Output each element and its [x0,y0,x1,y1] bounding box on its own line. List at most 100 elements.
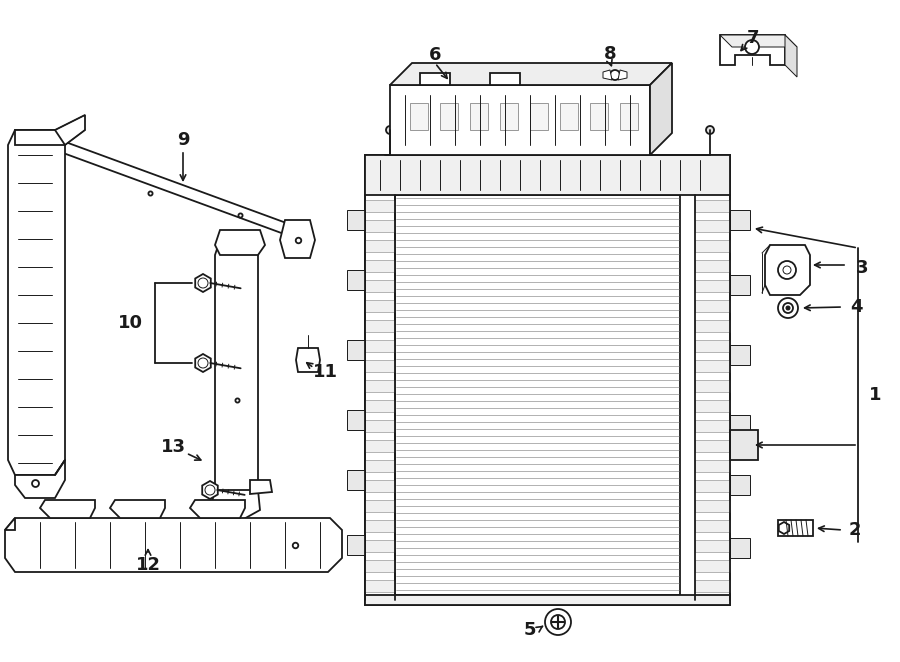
Text: 10: 10 [118,314,142,332]
Polygon shape [8,130,65,475]
Polygon shape [365,460,395,472]
Polygon shape [365,360,395,372]
Text: 4: 4 [850,298,862,316]
Polygon shape [190,500,245,518]
Polygon shape [590,103,608,130]
Polygon shape [55,140,300,238]
Polygon shape [695,440,730,452]
Polygon shape [730,538,750,558]
Polygon shape [785,35,797,77]
Polygon shape [365,400,395,412]
Polygon shape [365,440,395,452]
Text: 13: 13 [160,438,185,456]
Text: 12: 12 [136,556,160,574]
Polygon shape [365,300,395,312]
Polygon shape [280,220,315,258]
Polygon shape [347,340,365,360]
Text: 7: 7 [747,29,760,47]
Polygon shape [365,280,395,292]
Text: 2: 2 [849,521,861,539]
Polygon shape [440,103,458,130]
Polygon shape [695,220,730,232]
Polygon shape [390,63,672,85]
Polygon shape [695,340,730,352]
Polygon shape [765,245,810,295]
Polygon shape [695,240,730,252]
Polygon shape [695,480,730,492]
Polygon shape [195,274,211,292]
Polygon shape [210,490,260,520]
Circle shape [386,126,394,134]
Text: 1: 1 [868,386,881,404]
Polygon shape [365,155,730,195]
Polygon shape [347,270,365,290]
Polygon shape [778,520,813,536]
Polygon shape [195,354,211,372]
Polygon shape [202,481,218,499]
Polygon shape [695,500,730,512]
Polygon shape [730,275,750,295]
Polygon shape [365,220,395,232]
Polygon shape [5,518,15,530]
Polygon shape [365,380,395,392]
Polygon shape [695,300,730,312]
Polygon shape [365,520,395,532]
Polygon shape [365,595,730,605]
Polygon shape [730,430,758,460]
Polygon shape [620,103,638,130]
Polygon shape [390,85,650,155]
Polygon shape [420,73,450,85]
Circle shape [783,266,791,274]
Polygon shape [395,195,680,595]
Polygon shape [347,470,365,490]
Polygon shape [15,460,65,498]
Polygon shape [500,103,518,130]
Circle shape [745,40,759,54]
Circle shape [198,278,208,288]
Circle shape [545,609,571,635]
Polygon shape [490,73,520,85]
Polygon shape [365,320,395,332]
Text: 9: 9 [176,131,189,149]
Polygon shape [730,475,750,495]
Polygon shape [365,560,395,572]
Polygon shape [365,155,730,605]
Polygon shape [347,210,365,230]
Text: 3: 3 [856,259,868,277]
Polygon shape [347,535,365,555]
Circle shape [610,70,620,80]
Polygon shape [530,103,548,130]
Polygon shape [720,35,797,47]
Circle shape [778,261,796,279]
Polygon shape [695,400,730,412]
Polygon shape [560,103,578,130]
Polygon shape [695,420,730,432]
Polygon shape [695,380,730,392]
Polygon shape [365,420,395,432]
Polygon shape [40,500,95,518]
Polygon shape [5,518,342,572]
Polygon shape [695,280,730,292]
Polygon shape [695,580,730,592]
Polygon shape [215,230,265,255]
Polygon shape [695,560,730,572]
Polygon shape [720,35,785,65]
Circle shape [551,615,565,629]
Polygon shape [15,115,85,145]
Polygon shape [365,580,395,592]
Circle shape [783,303,793,313]
Polygon shape [603,70,612,80]
Polygon shape [730,345,750,365]
Text: 11: 11 [312,363,338,381]
Circle shape [778,298,798,318]
Polygon shape [730,210,750,230]
Circle shape [706,126,714,134]
Text: 6: 6 [428,46,441,64]
Polygon shape [730,415,750,435]
Text: 5: 5 [524,621,536,639]
Polygon shape [365,500,395,512]
Polygon shape [410,103,428,130]
Polygon shape [695,540,730,552]
Polygon shape [695,200,730,212]
Polygon shape [695,260,730,272]
